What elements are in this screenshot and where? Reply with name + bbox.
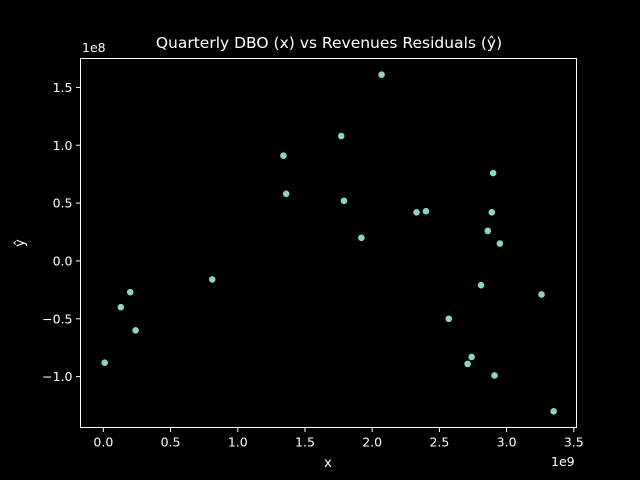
data-point [489,169,497,177]
data-point [280,152,287,159]
data-point [208,276,216,283]
data-point [550,408,557,415]
axis-ticks: 0.0 0.5 1.0 1.5 2.0 2.5 3.0 3.5 −1.0 −0.5 0.0 0.5 1.… [42,80,584,450]
x-axis-label: x [324,456,332,471]
data-point [126,288,134,296]
data-point [484,227,492,235]
y-tick-label: −1.0 [42,369,72,384]
y-tick-label: 1.0 [53,138,73,153]
data-point [491,372,498,379]
data-point [422,207,430,215]
data-point [378,71,385,78]
y-tick-label: 0.5 [53,196,73,211]
y-offset-label: 1e8 [82,40,106,55]
x-tick-label: 2.5 [429,435,449,450]
data-point [340,197,348,205]
data-point [358,234,365,242]
scatter-points [101,71,557,415]
x-tick-label: 2.0 [362,435,382,450]
y-tick-label: −0.5 [42,311,72,326]
data-point [117,303,125,311]
x-tick-label: 0.5 [161,435,181,450]
x-tick-label: 1.0 [228,435,248,450]
x-tick-label: 1.5 [295,435,315,450]
data-point [101,359,108,367]
data-point [445,315,453,323]
data-point [538,291,545,298]
data-point [413,209,420,216]
y-tick-label: 1.5 [53,80,73,95]
x-tick-label: 3.0 [497,435,517,450]
data-point [282,190,290,198]
data-point [488,209,496,216]
y-axis-label: ŷ [13,239,28,247]
x-tick-label: 3.5 [564,435,584,450]
data-point [337,132,345,140]
data-point [496,240,504,247]
data-point [132,327,139,334]
data-point [468,353,475,361]
x-tick-label: 0.0 [93,435,113,450]
data-point [477,281,485,289]
data-point [464,360,471,368]
x-offset-label: 1e9 [551,454,575,469]
y-tick-label: 0.0 [53,253,73,268]
plot-frame [80,58,577,428]
chart-title: Quarterly DBO (x) vs Revenues Residuals … [156,34,502,52]
